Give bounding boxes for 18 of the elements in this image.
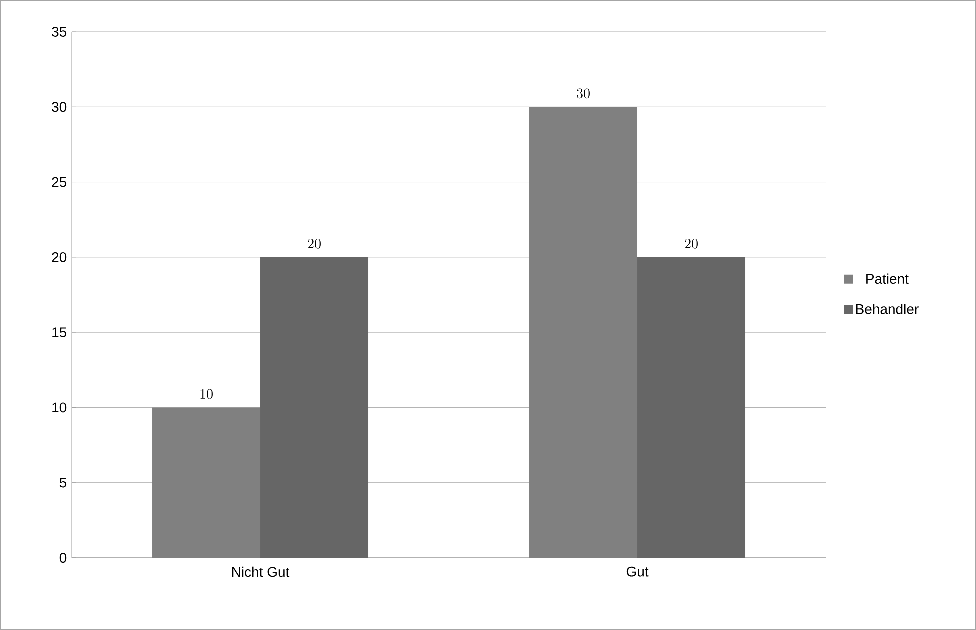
data-label: 20 <box>308 238 321 249</box>
y-tick-label: 30 <box>52 102 67 112</box>
data-label: 30 <box>577 88 590 99</box>
x-tick-label: Nicht Gut <box>232 566 290 578</box>
bar <box>638 257 746 558</box>
data-label: 10 <box>200 389 213 400</box>
y-tick-label: 10 <box>52 402 67 413</box>
y-tick-label: 15 <box>52 328 67 338</box>
x-tick-label: Gut <box>626 566 649 577</box>
y-tick-label: 5 <box>60 478 67 488</box>
legend-label: Behandler <box>856 304 919 314</box>
y-tick-label: 25 <box>52 177 67 188</box>
y-tick-label: 20 <box>52 252 67 262</box>
legend-label: Patient <box>866 274 909 284</box>
data-label: 20 <box>685 238 698 249</box>
y-tick-label: 35 <box>52 27 67 37</box>
bar <box>260 257 369 558</box>
y-tick-label: 0 <box>60 553 67 563</box>
